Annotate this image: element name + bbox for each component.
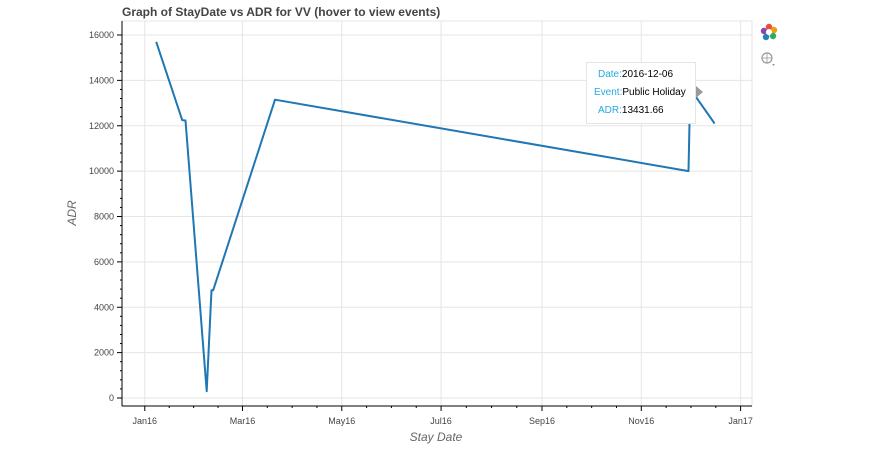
tooltip-event-row: Event:Public Holiday: [594, 87, 686, 98]
tooltip-date-key: Date:: [598, 69, 622, 80]
hover-tooltip: Date:2016-12-06 Event:Public Holiday ADR…: [586, 62, 696, 124]
tooltip-date-row: Date:2016-12-06: [598, 69, 673, 80]
x-tick-label: Jan16: [133, 416, 158, 426]
tooltip-adr-row: ADR:13431.66: [598, 105, 664, 116]
y-tick-label: 0: [109, 393, 114, 403]
y-gridlines: [122, 34, 752, 399]
tooltip-adr-key: ADR:: [598, 105, 622, 116]
hover-tool-icon[interactable]: [760, 51, 778, 67]
y-tick-label: 12000: [89, 121, 114, 131]
x-tick-label: Jul16: [430, 416, 452, 426]
x-tick-label: Mar16: [230, 416, 256, 426]
bokeh-logo-icon[interactable]: [760, 23, 778, 41]
y-tick-label: 4000: [94, 302, 114, 312]
x-axis-ticks: Jan16 Mar16 May16 Jul16 Sep16 Nov16 Jan17: [133, 406, 753, 426]
y-tick-label: 10000: [89, 166, 114, 176]
y-axis-ticks: 0 2000 4000 6000 8000 10000 12000 14000 16000: [89, 30, 122, 403]
y-axis-label: ADR: [65, 200, 79, 227]
x-tick-label: Jan17: [728, 416, 753, 426]
y-tick-label: 14000: [89, 75, 114, 85]
tooltip-event-value: Public Holiday: [622, 87, 686, 98]
chart-title: Graph of StayDate vs ADR for VV (hover t…: [122, 5, 440, 19]
tooltip-adr-value: 13431.66: [621, 105, 664, 116]
y-tick-label: 16000: [89, 30, 114, 40]
x-tick-label: Sep16: [529, 416, 555, 426]
y-tick-label: 8000: [94, 212, 114, 222]
x-tick-label: Nov16: [628, 416, 654, 426]
x-axis-label: Stay Date: [410, 430, 463, 444]
tooltip-pointer: [696, 86, 703, 98]
y-tick-label: 6000: [94, 257, 114, 267]
tooltip-date-value: 2016-12-06: [621, 69, 674, 80]
y-tick-label: 2000: [94, 348, 114, 358]
x-tick-label: May16: [328, 416, 355, 426]
tooltip-event-key: Event:: [594, 87, 623, 98]
